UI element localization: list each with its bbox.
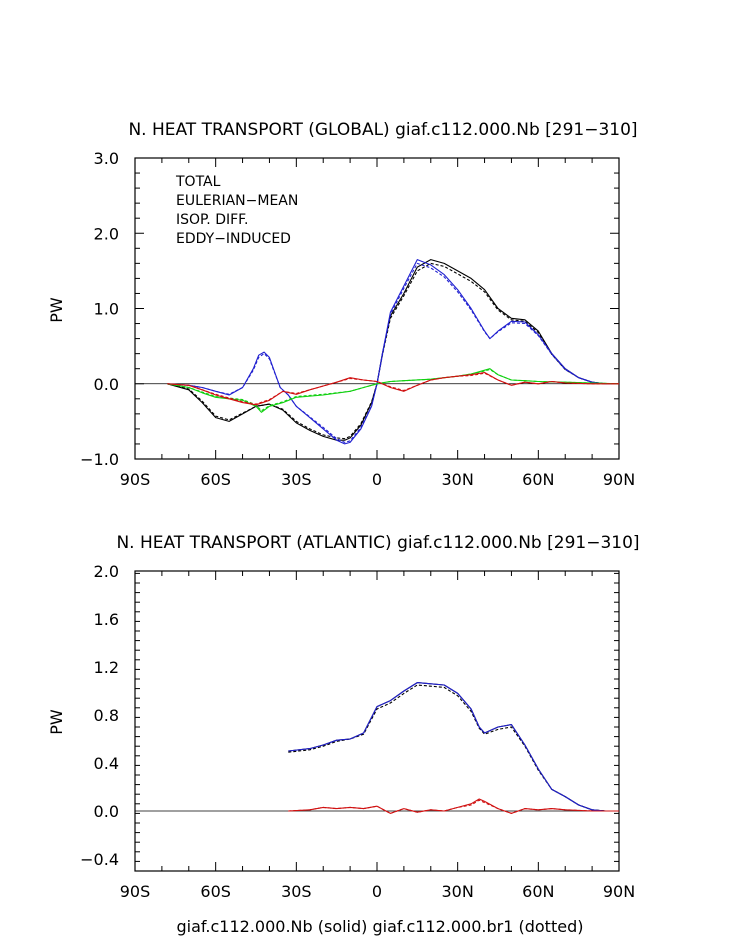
x-tick-label: 90N [603,882,635,901]
series-line-total [167,259,619,441]
series-line-isop-diff-dotted [167,368,620,412]
series-line-eulerian-mean-dotted [167,262,619,443]
y-tick-label: 0.0 [94,375,119,394]
plot-frame [134,570,620,872]
x-tick-label: 30S [281,882,312,901]
axes-global: 90S 60S 30S 0 30N 60N 90N −1.0 0.0 1.0 2.0 3.0 [80,149,635,489]
lines-global [167,259,620,445]
x-tick-label: 90S [120,470,151,489]
legend-item-total: TOTAL [175,174,221,190]
legend-item-isop-diff: ISOP. DIFF. [176,212,248,228]
y-axis-label-global: PW [47,297,66,323]
caption: giaf.c112.000.Nb (solid) giaf.c112.000.b… [177,917,584,936]
series-line-eddy-induced-dotted [288,799,619,814]
x-tick-label: 60N [522,882,554,901]
y-tick-label: 0.8 [94,706,119,725]
chart-title-atlantic: N. HEAT TRANSPORT (ATLANTIC) giaf.c112.0… [116,533,639,553]
chart-title-global: N. HEAT TRANSPORT (GLOBAL) giaf.c112.000… [128,120,637,140]
x-tick-label: 30N [442,882,474,901]
x-tick-label: 90S [120,882,151,901]
panel-atlantic: N. HEAT TRANSPORT (ATLANTIC) giaf.c112.0… [47,533,640,936]
x-tick-label: 0 [372,882,382,901]
y-tick-label: 0.0 [94,802,119,821]
legend: TOTAL EULERIAN−MEAN ISOP. DIFF. EDDY−IND… [175,174,298,247]
y-tick-label: 0.4 [94,754,119,773]
y-tick-label: 2.0 [94,224,119,243]
y-tick-label: −1.0 [80,450,119,469]
x-tick-label: 60S [200,470,231,489]
x-tick-label: 0 [372,470,382,489]
y-tick-label: 2.0 [94,562,119,581]
lines-atlantic [288,682,619,814]
y-tick-label: 1.2 [94,658,119,677]
y-axis-label-atlantic: PW [47,709,66,735]
series-line-total-dotted [288,684,619,812]
series-line-total-dotted [167,262,619,440]
x-tick-label: 60S [200,882,231,901]
x-tick-label: 30S [281,470,312,489]
x-tick-label: 60N [522,470,554,489]
series-line-eulerian-mean [288,682,619,812]
y-tick-label: −0.4 [80,850,119,869]
series-line-total [288,682,619,812]
x-tick-label: 90N [603,470,635,489]
x-tick-label: 30N [442,470,474,489]
y-tick-label: 3.0 [94,149,119,168]
y-tick-label: 1.6 [94,610,119,629]
y-tick-label: 1.0 [94,300,119,319]
panel-global: N. HEAT TRANSPORT (GLOBAL) giaf.c112.000… [47,120,638,489]
series-line-eddy-induced-dotted [167,372,619,405]
legend-item-eddy-induced: EDDY−INDUCED [176,231,291,247]
series-line-isop-diff [167,368,620,413]
axes-atlantic: 90S 60S 30S 0 30N 60N 90N −0.4 0.0 0.4 0.8 1.2 1.6 2.… [80,562,635,901]
legend-item-eulerian-mean: EULERIAN−MEAN [176,193,298,209]
